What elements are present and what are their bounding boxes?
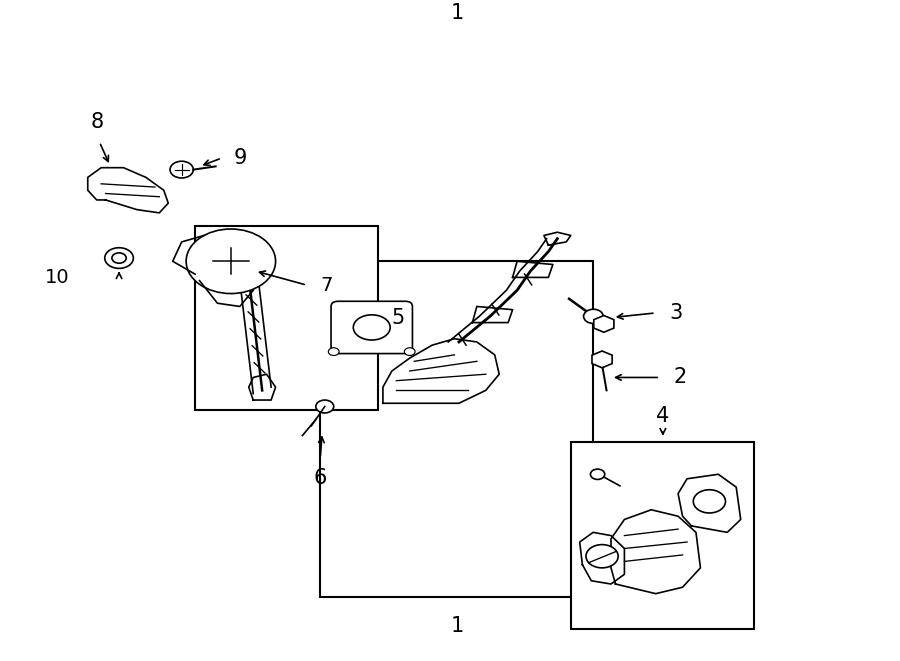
Circle shape <box>328 348 339 356</box>
Text: 1: 1 <box>451 616 464 637</box>
Text: 2: 2 <box>673 368 687 387</box>
Circle shape <box>316 400 334 413</box>
Bar <box>195 226 378 410</box>
Circle shape <box>104 248 133 268</box>
FancyBboxPatch shape <box>331 301 412 354</box>
Text: 8: 8 <box>90 112 104 132</box>
Text: 4: 4 <box>656 406 670 426</box>
Circle shape <box>170 161 194 178</box>
Text: 6: 6 <box>313 468 327 488</box>
Bar <box>320 261 593 597</box>
Text: 10: 10 <box>45 268 70 287</box>
Text: 5: 5 <box>392 308 405 328</box>
Circle shape <box>590 469 605 479</box>
Circle shape <box>586 545 618 568</box>
Ellipse shape <box>354 315 391 340</box>
Text: 7: 7 <box>320 276 333 295</box>
Circle shape <box>693 490 725 513</box>
Text: 9: 9 <box>233 148 247 168</box>
Bar <box>571 442 754 629</box>
Text: 3: 3 <box>669 303 682 323</box>
Circle shape <box>112 253 126 263</box>
Circle shape <box>186 229 275 293</box>
Text: 1: 1 <box>451 3 464 22</box>
Circle shape <box>404 348 415 356</box>
Circle shape <box>583 309 603 323</box>
